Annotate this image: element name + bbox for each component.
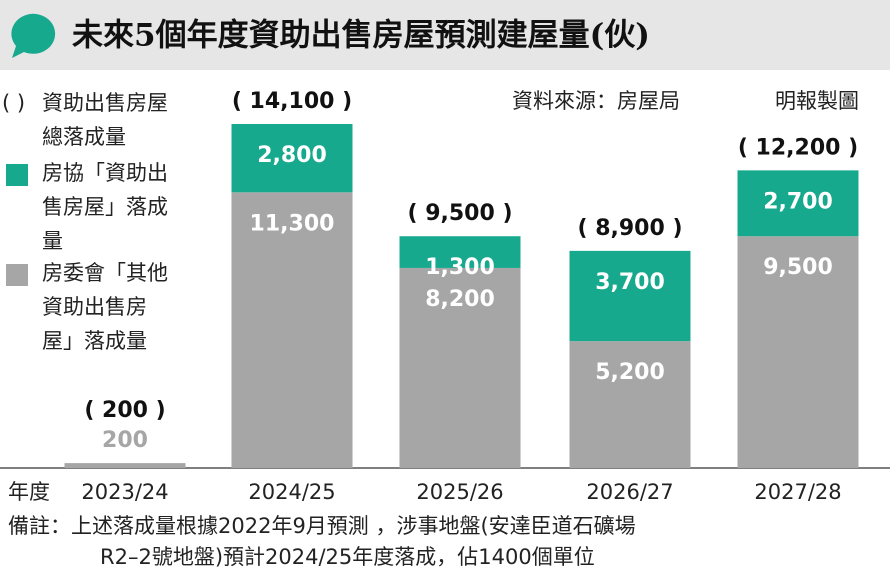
data-label: 200 — [102, 428, 148, 453]
data-label: 9,500 — [763, 255, 833, 280]
bar-segment — [231, 192, 353, 468]
data-label: 8,200 — [425, 287, 495, 312]
title-icon — [11, 13, 56, 58]
credit: 明報製圖 — [775, 89, 859, 113]
data-label: 3,700 — [595, 270, 665, 295]
bar-segment — [64, 463, 186, 468]
legend-label: 房協「資助出售房屋」落成量 — [42, 161, 168, 253]
title-bar — [0, 0, 890, 70]
chart-title: 未來5個年度資助出售房屋預測建屋量(伙) — [72, 18, 650, 54]
legend-swatch — [6, 164, 28, 186]
data-label: 1,300 — [425, 255, 495, 280]
total-label: ( 8,900 ) — [577, 216, 682, 241]
x-tick-label: 2026/27 — [586, 480, 673, 504]
bar-segment — [737, 236, 859, 468]
x-tick-label: 2027/28 — [754, 480, 841, 504]
total-label: ( 9,500 ) — [407, 201, 512, 226]
legend-symbol: ( ) — [2, 91, 26, 115]
note: 備註：上述落成量根據2022年9月預測 ，涉事地盤(安達臣道石礦場 — [8, 514, 636, 538]
x-tick-label: 2025/26 — [416, 480, 503, 504]
total-label: ( 14,100 ) — [232, 89, 352, 114]
legend-swatch — [6, 264, 28, 286]
data-label: 2,800 — [257, 143, 327, 168]
legend-label: 房委會「其他資助出售房屋」落成量 — [42, 261, 168, 353]
bar-segment — [399, 236, 521, 268]
bar-segment — [737, 170, 859, 237]
bar-segment — [569, 250, 691, 342]
source: 資料來源：房屋局 — [512, 89, 680, 113]
x-tick-label: 2023/24 — [81, 480, 168, 504]
legend-label: 資助出售房屋總落成量 — [42, 91, 168, 149]
data-label: 11,300 — [250, 211, 335, 236]
total-label: ( 12,200 ) — [738, 135, 858, 160]
data-label: 2,700 — [763, 189, 833, 214]
bar-segment — [399, 267, 521, 468]
bar-segment — [231, 124, 353, 193]
data-label: 5,200 — [595, 360, 665, 385]
x-axis-label: 年度 — [8, 480, 50, 504]
x-tick-label: 2024/25 — [248, 480, 335, 504]
bar-segment — [569, 341, 691, 468]
total-label: ( 200 ) — [84, 398, 165, 423]
note: R2–2號地盤)預計2024/25年度落成，佔1400個單位 — [100, 545, 595, 569]
